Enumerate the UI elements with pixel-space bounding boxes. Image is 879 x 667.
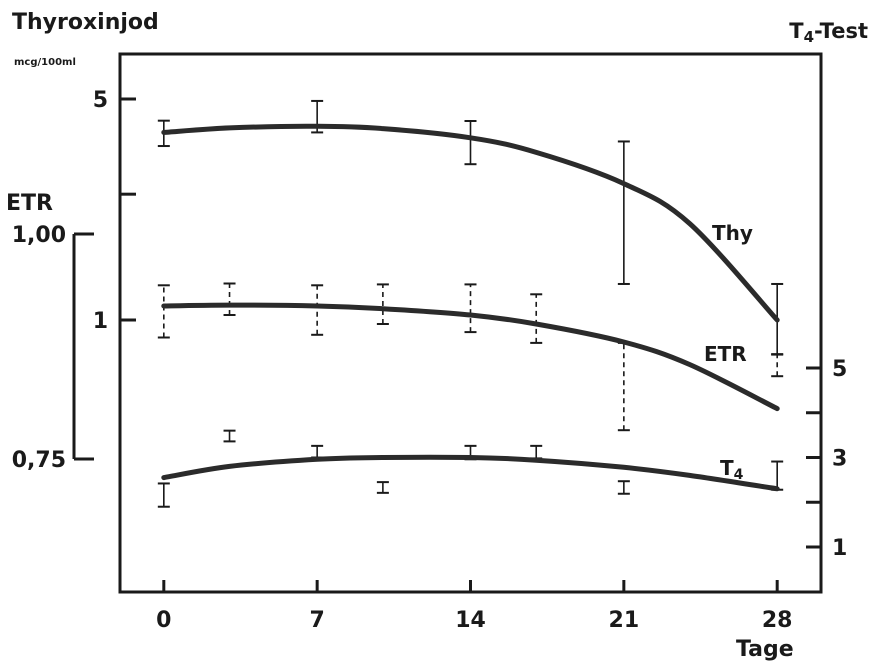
plot-frame [72, 52, 823, 594]
right-axis-title-base: T [789, 19, 804, 43]
x-tick-label: 7 [310, 608, 325, 633]
series-label: ETR [704, 342, 747, 366]
left-tick-label: 5 [93, 88, 108, 113]
etr-tick-label: 1,00 [12, 223, 66, 248]
x-tick-label: 28 [762, 608, 793, 633]
right-axis-title: T4-Test [789, 19, 868, 46]
series-label-base: T [720, 456, 734, 480]
label-layer: Thyroxinjod mcg/100ml T4-Test ETR Tage 0… [6, 10, 868, 662]
series-etr: ETR [157, 282, 784, 432]
x-tick-label: 21 [609, 608, 640, 633]
x-axis-label: Tage [736, 637, 794, 662]
right-tick-label: 3 [832, 447, 847, 472]
left-axis-unit: mcg/100ml [14, 57, 76, 68]
series-line [161, 302, 780, 412]
left-tick-label: 1 [93, 309, 108, 334]
left-axis-title: Thyroxinjod [12, 10, 159, 35]
series-label-base: Thy [712, 221, 753, 245]
right-axis-title-sub: 4 [804, 28, 814, 46]
series-label-sub: 4 [734, 467, 744, 483]
series-thy: Thy [157, 99, 784, 356]
right-tick-label: 1 [832, 536, 847, 561]
series-label-base: ETR [704, 342, 747, 366]
series-line [161, 454, 780, 492]
etr-axis-label: ETR [6, 191, 53, 216]
etr-tick-label: 0,75 [12, 448, 66, 473]
x-tick-label: 14 [455, 608, 486, 633]
series-t4: T4 [157, 429, 784, 508]
right-axis-title-suffix: -Test [814, 19, 868, 43]
series-line [161, 123, 780, 323]
series-layer: Thy ETR T4 [157, 99, 784, 508]
series-label: Thy [712, 221, 753, 245]
series-label: T4 [720, 456, 744, 483]
right-tick-label: 5 [832, 357, 847, 382]
x-tick-label: 0 [156, 608, 171, 633]
